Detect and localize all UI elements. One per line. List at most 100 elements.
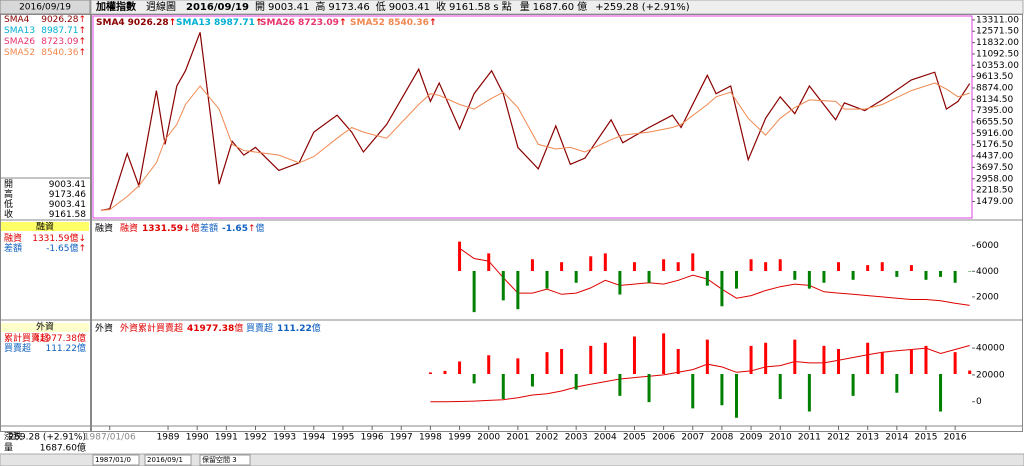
sidebar-series-value: 111.22億 xyxy=(45,342,86,354)
legend-entry: SMA26 8723.09↑ xyxy=(260,18,346,28)
sidebar-series-value-part: 億 xyxy=(69,232,78,244)
sidebar-series-name-part: 差額 xyxy=(4,242,22,254)
bar xyxy=(472,271,476,313)
y-tick-label: 11832.00 xyxy=(976,38,1019,48)
legend-entry-part: ↑ xyxy=(169,18,177,28)
sidebar-series-value-part: ↑ xyxy=(78,244,86,254)
bar xyxy=(968,370,972,374)
bar xyxy=(939,374,943,412)
sidebar-series-value-part: 111.22 xyxy=(45,344,77,354)
sidebar-sma-value-part: ↑ xyxy=(78,26,86,36)
series-line xyxy=(459,247,970,306)
toolbar-end: 2016/09/1 xyxy=(147,456,183,464)
sidebar-series-name: 累計買賣超 xyxy=(4,332,49,344)
x-tick-label: 1999 xyxy=(448,433,471,443)
sidebar-sma-name: SMA52 xyxy=(4,48,35,58)
bar xyxy=(720,271,724,307)
bar xyxy=(574,271,578,283)
plot-frame xyxy=(91,14,1023,432)
bar xyxy=(807,271,811,289)
sidebar-sma-value-part: 9026.28 xyxy=(41,15,78,25)
bar xyxy=(574,374,578,390)
y-tick-label: 4000 xyxy=(976,267,999,277)
bar xyxy=(793,271,797,280)
end-field[interactable] xyxy=(144,454,192,466)
bar xyxy=(851,271,855,280)
bar xyxy=(516,358,520,374)
bar xyxy=(749,259,753,271)
sidebar-sma-value-part: ↑ xyxy=(78,15,86,25)
header-text-part: 9003.41 xyxy=(389,2,430,13)
x-tick-label: 1989 xyxy=(157,433,180,443)
header-text-part: 開 xyxy=(255,1,265,13)
bar xyxy=(924,345,928,374)
panel-legend-part: 111.22 xyxy=(277,324,312,334)
panel-title: 外資 xyxy=(95,322,113,334)
sidebar-series-value: 1331.59億↓ xyxy=(32,232,86,244)
sidebar-series-name: 融資 xyxy=(4,232,22,244)
y-tick-label: 13311.00 xyxy=(976,15,1019,25)
toolbar xyxy=(0,453,1024,466)
x-tick-label: 1994 xyxy=(302,433,325,443)
header-text-part: 1687.60 xyxy=(533,2,574,13)
bar xyxy=(501,374,505,399)
sidebar-sma-name-part: SMA4 xyxy=(4,15,30,25)
header-text-part: 低 xyxy=(376,0,386,13)
x-tick-label: 2000 xyxy=(477,433,500,443)
header-text-part: 週線圖 xyxy=(146,0,176,13)
panel-legend-part: 買賣超 xyxy=(246,322,273,334)
bar xyxy=(618,374,622,396)
x-tick-label: 2001 xyxy=(506,433,529,443)
bar xyxy=(822,345,826,374)
panel-legend-part: 億 xyxy=(191,222,200,234)
start-field[interactable] xyxy=(92,454,140,466)
bar xyxy=(837,349,841,374)
bar xyxy=(487,253,491,271)
x-tick-label: 1998 xyxy=(419,433,442,443)
panel-legend-part: 億 xyxy=(234,322,243,334)
bar xyxy=(778,259,782,271)
quote-name-part: 開 xyxy=(4,179,13,190)
bar xyxy=(676,262,680,271)
header-text-part: 9161.58 xyxy=(449,2,490,13)
quote-value-part: 9161.58 xyxy=(49,210,86,220)
panel-title-part: 融資 xyxy=(95,222,113,234)
y-tick-label: 5916.00 xyxy=(976,129,1013,139)
bar xyxy=(487,355,491,374)
panel-legend-part: -1.65 xyxy=(222,224,248,234)
sidebar-series-name-part: 買賣超 xyxy=(4,342,31,354)
bar xyxy=(734,271,738,289)
legend-entry: SMA4 9026.28↑ xyxy=(96,18,176,28)
bar xyxy=(428,372,432,374)
bar xyxy=(632,336,636,374)
sidebar-sma-value: 8540.36↑ xyxy=(41,48,86,58)
bar xyxy=(458,361,462,374)
header-text-part: s 點 xyxy=(493,0,511,13)
change-name: 漲跌 xyxy=(4,432,22,443)
header-text-part: 億 xyxy=(577,0,587,13)
bar xyxy=(545,271,549,289)
bar xyxy=(662,259,666,271)
header-text-part: 收 xyxy=(436,0,446,13)
sidebar-sma-name-part: SMA52 xyxy=(4,48,35,58)
bar xyxy=(778,374,782,399)
y-tick-label: 5176.50 xyxy=(976,140,1013,150)
sidebar-series-value-part: 1331.59 xyxy=(32,234,69,244)
bar xyxy=(589,256,593,271)
bar xyxy=(866,342,870,374)
legend-entry-part: 8540.36 xyxy=(388,18,429,28)
panel-legend-part: 外資累計買賣超 xyxy=(120,322,183,334)
bar xyxy=(530,374,534,387)
quote-name-part: 收 xyxy=(4,208,13,220)
field-select[interactable] xyxy=(199,454,251,466)
x-tick-label: 2007 xyxy=(681,433,704,443)
bar xyxy=(953,352,957,374)
quote-name-part: 高 xyxy=(4,188,13,200)
x-tick-label: 2008 xyxy=(710,433,733,443)
x-tick-label: 2009 xyxy=(740,433,763,443)
price-frame xyxy=(92,15,973,219)
sidebar-series-value-part: 億 xyxy=(69,242,78,254)
series-line xyxy=(430,345,970,403)
sidebar-series-name-part: 融資 xyxy=(4,232,22,244)
